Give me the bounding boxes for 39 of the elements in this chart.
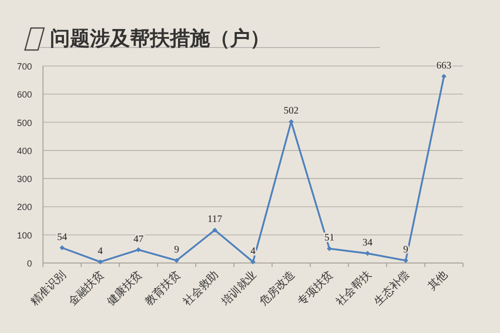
- x-tick-label: 社会救助: [180, 268, 221, 308]
- point: [403, 258, 408, 263]
- point: [174, 258, 180, 263]
- x-tick-label: 其他: [425, 268, 450, 293]
- x-tick-label: 健康扶贫: [104, 268, 145, 308]
- data-label: 47: [133, 234, 144, 245]
- chart-title: 问题涉及帮扶措施（户）: [50, 27, 270, 50]
- x-tick-label: 危房改造: [257, 268, 298, 308]
- data-label: 9: [174, 244, 180, 256]
- point: [326, 246, 332, 252]
- data-label: 54: [57, 232, 68, 243]
- x-tick-label: 精准识别: [28, 268, 68, 308]
- y-tick-label: 200: [16, 202, 32, 212]
- data-label: 663: [436, 60, 452, 72]
- y-tick-label: 100: [16, 230, 32, 240]
- point: [136, 247, 141, 252]
- point: [98, 259, 103, 264]
- point: [250, 259, 256, 264]
- point: [441, 74, 446, 79]
- y-tick-label: 300: [16, 174, 32, 184]
- point: [60, 245, 65, 250]
- y-tick-label: 500: [16, 118, 32, 128]
- x-tick-label: 生态补偿: [372, 268, 412, 308]
- data-label: 502: [284, 106, 299, 117]
- data-label: 34: [362, 237, 373, 248]
- x-tick-label: 专项扶贫: [295, 268, 336, 308]
- x-tick-label: 培训就业: [218, 268, 260, 309]
- point: [212, 228, 218, 233]
- data-label: 4: [250, 246, 256, 257]
- x-tick-label: 金融扶贫: [66, 268, 106, 308]
- y-tick-label: 0: [26, 258, 32, 268]
- x-tick-label: 教育扶贫: [142, 268, 183, 308]
- data-label: 4: [98, 246, 103, 257]
- y-tick-label: 400: [16, 146, 32, 156]
- x-tick-label: 社会帮扶: [333, 268, 374, 308]
- data-label: 117: [208, 214, 222, 226]
- point: [365, 250, 370, 256]
- y-tick-label: 700: [16, 62, 32, 72]
- y-tick-label: 600: [16, 90, 32, 100]
